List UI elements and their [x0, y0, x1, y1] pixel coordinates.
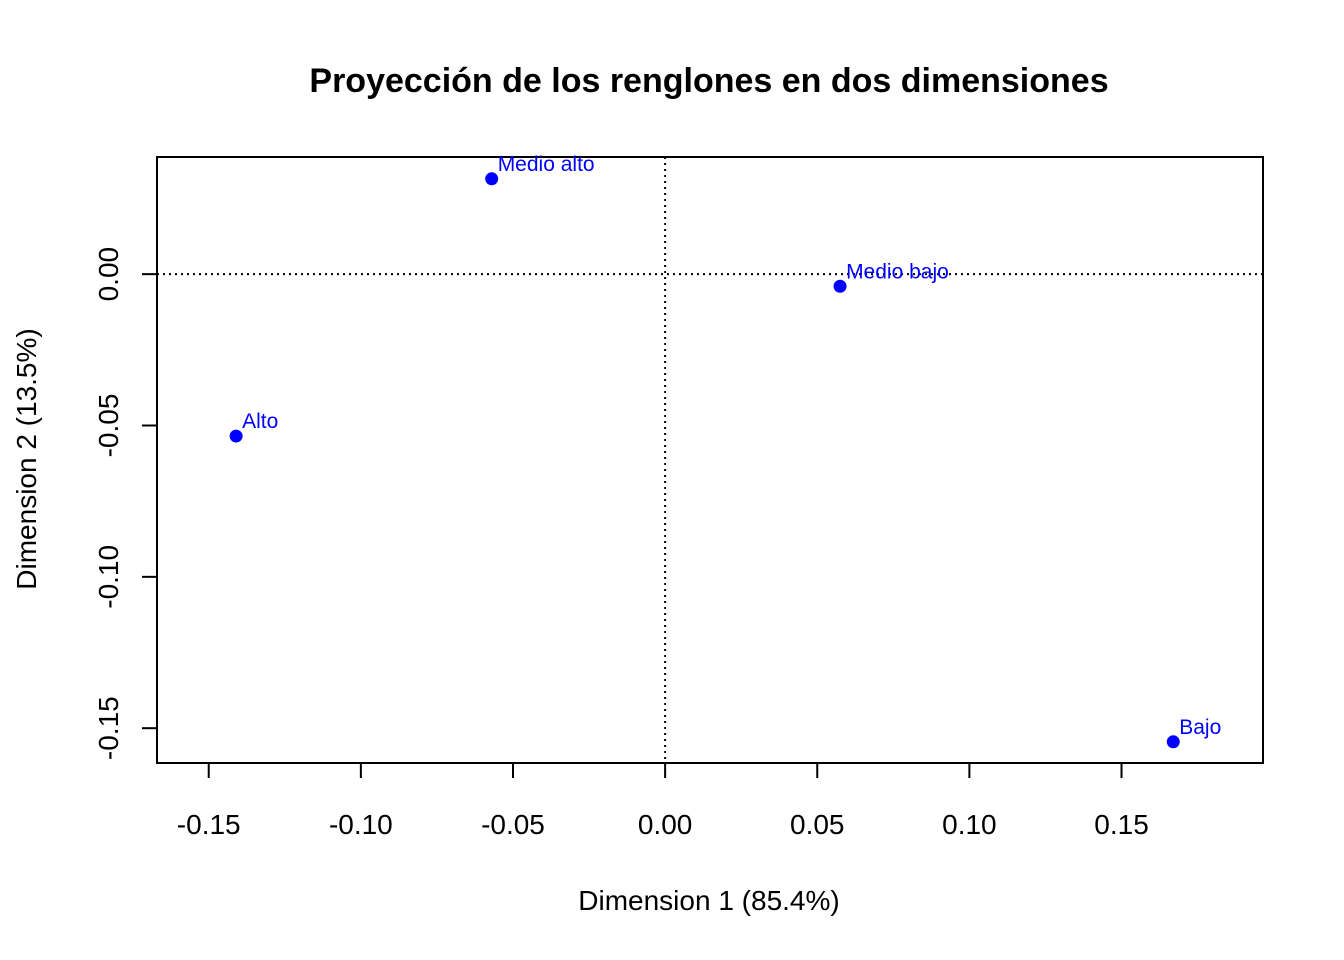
point-label: Medio alto [498, 153, 595, 176]
y-axis-label: Dimension 2 (13.5%) [11, 328, 42, 589]
x-tick-label: 0.05 [790, 809, 845, 840]
data-point [229, 429, 243, 443]
data-point [833, 279, 847, 293]
x-axis-label: Dimension 1 (85.4%) [578, 885, 839, 916]
x-tick-label: -0.15 [177, 809, 241, 840]
data-point [485, 172, 499, 186]
x-tick-label: 0.00 [638, 809, 693, 840]
x-tick-label: -0.05 [481, 809, 545, 840]
y-axis: -0.15 -0.10 -0.05 0.00 [93, 247, 158, 760]
y-tick-label: -0.15 [93, 696, 124, 760]
x-axis: -0.15 -0.10 -0.05 0.00 0.05 0.10 0.15 [177, 762, 1149, 840]
point-label: Alto [242, 410, 278, 433]
x-tick-label: 0.15 [1094, 809, 1149, 840]
x-tick-label: -0.10 [329, 809, 393, 840]
point-label: Medio bajo [846, 260, 949, 283]
data-points: Medio alto Medio bajo Alto Bajo [229, 153, 1221, 749]
x-tick-label: 0.10 [942, 809, 997, 840]
point-label: Bajo [1179, 716, 1221, 739]
chart-title: Proyección de los renglones en dos dimen… [309, 62, 1108, 100]
y-tick-label: -0.05 [93, 394, 124, 458]
data-point [1166, 735, 1180, 749]
y-tick-label: -0.10 [93, 545, 124, 609]
y-tick-label: 0.00 [93, 247, 124, 302]
plot-frame [156, 156, 1264, 764]
